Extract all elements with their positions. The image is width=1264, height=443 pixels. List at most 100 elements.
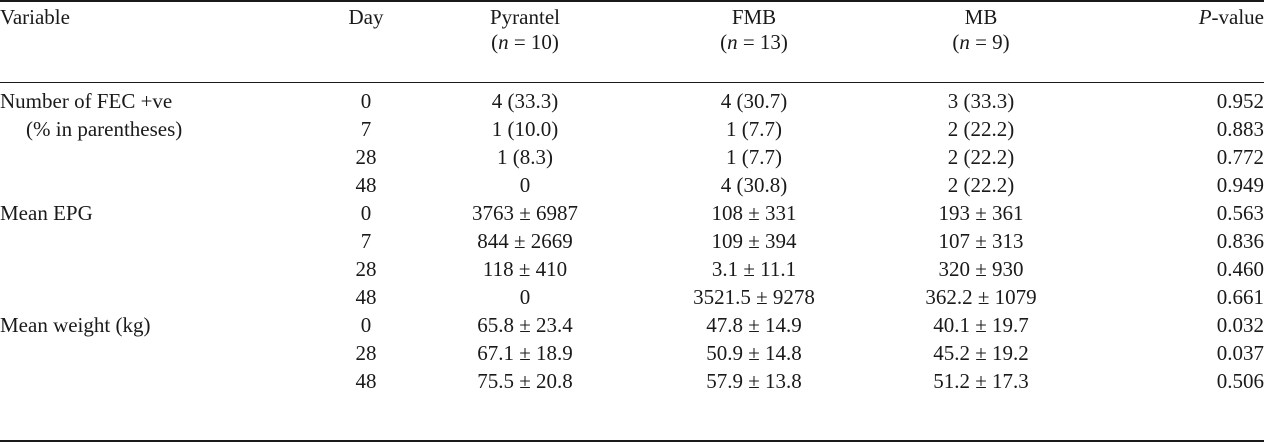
top-rule: [0, 0, 1264, 2]
cell-pyrantel-value: 0: [519, 285, 531, 309]
cell-mb-value: 2 (22.2): [947, 145, 1015, 169]
cell-mb: 51.2 ± 17.3: [868, 369, 1094, 397]
table-row: 7 844 ± 2669 109 ± 394 107 ± 313 0.836: [0, 229, 1264, 257]
day-value: 7: [360, 229, 372, 253]
day-value: 28: [355, 145, 377, 169]
day-value: 28: [355, 341, 377, 365]
cell-fmb-value: 108 ± 331: [711, 201, 797, 225]
cell-pvalue-value: 0.460: [1216, 257, 1264, 281]
cell-mb-value: 3 (33.3): [947, 89, 1015, 113]
cell-fmb: 4 (30.7): [640, 82, 868, 117]
cell-pyrantel: 1 (8.3): [410, 145, 640, 173]
cell-pyrantel: 4 (33.3): [410, 82, 640, 117]
cell-pvalue: 0.032: [1094, 313, 1264, 341]
cell-day: 48: [300, 285, 410, 313]
header-variable-label: Variable: [0, 5, 70, 29]
table-row: 28 1 (8.3) 1 (7.7) 2 (22.2) 0.772: [0, 145, 1264, 173]
cell-day: 0: [300, 82, 410, 117]
cell-variable: Mean weight (kg): [0, 313, 300, 341]
cell-pvalue: 0.506: [1094, 369, 1264, 397]
cell-day: 0: [300, 313, 410, 341]
header-fmb-name: FMB: [731, 5, 777, 29]
cell-mb: 40.1 ± 19.7: [868, 313, 1094, 341]
day-value: 48: [355, 369, 377, 393]
cell-pyrantel-value: 0: [519, 173, 531, 197]
day-value: 28: [355, 257, 377, 281]
header-pyrantel-n: (n = 10): [491, 30, 559, 54]
cell-pyrantel: 0: [410, 285, 640, 313]
cell-pyrantel-value: 118 ± 410: [482, 257, 568, 281]
cell-day: 0: [300, 201, 410, 229]
cell-pyrantel: 1 (10.0): [410, 117, 640, 145]
variable-label: Mean EPG: [0, 201, 93, 225]
cell-pvalue: 0.883: [1094, 117, 1264, 145]
day-value: 7: [360, 117, 372, 141]
cell-fmb: 47.8 ± 14.9: [640, 313, 868, 341]
cell-fmb: 4 (30.8): [640, 173, 868, 201]
cell-mb-value: 45.2 ± 19.2: [933, 341, 1029, 365]
cell-mb-value: 193 ± 361: [938, 201, 1024, 225]
variable-label: Number of FEC +ve: [0, 89, 173, 113]
cell-mb: 2 (22.2): [868, 173, 1094, 201]
cell-fmb-value: 1 (7.7): [726, 145, 782, 169]
cell-day: 48: [300, 369, 410, 397]
cell-variable: [0, 341, 300, 369]
header-variable: Variable: [0, 0, 300, 82]
cell-fmb-value: 57.9 ± 13.8: [706, 369, 802, 393]
cell-pvalue-value: 0.661: [1216, 285, 1264, 309]
cell-pvalue-value: 0.883: [1216, 117, 1264, 141]
cell-mb-value: 107 ± 313: [938, 229, 1024, 253]
cell-pvalue: 0.037: [1094, 341, 1264, 369]
cell-pyrantel-value: 1 (8.3): [497, 145, 553, 169]
day-value: 0: [360, 201, 372, 225]
cell-pvalue-value: 0.506: [1216, 369, 1264, 393]
cell-variable: [0, 173, 300, 201]
cell-fmb-value: 4 (30.7): [720, 89, 788, 113]
cell-fmb-value: 109 ± 394: [711, 229, 797, 253]
cell-day: 28: [300, 341, 410, 369]
cell-fmb: 3.1 ± 11.1: [640, 257, 868, 285]
cell-mb-value: 320 ± 930: [938, 257, 1024, 281]
cell-pvalue: 0.661: [1094, 285, 1264, 313]
cell-mb: 193 ± 361: [868, 201, 1094, 229]
day-value: 0: [360, 313, 372, 337]
cell-pyrantel-value: 65.8 ± 23.4: [477, 313, 573, 337]
cell-pvalue: 0.952: [1094, 82, 1264, 117]
day-value: 48: [355, 173, 377, 197]
cell-day: 7: [300, 117, 410, 145]
cell-fmb: 50.9 ± 14.8: [640, 341, 868, 369]
cell-pvalue: 0.460: [1094, 257, 1264, 285]
header-pvalue: P-value: [1094, 0, 1264, 82]
cell-pyrantel-value: 3763 ± 6987: [471, 201, 579, 225]
bottom-rule: [0, 440, 1264, 442]
cell-fmb-value: 1 (7.7): [726, 117, 782, 141]
cell-mb: 320 ± 930: [868, 257, 1094, 285]
header-mb-name: MB: [964, 5, 998, 29]
table-row: Number of FEC +ve 0 4 (33.3) 4 (30.7) 3 (33.…: [0, 82, 1264, 117]
header-mb-n: (n = 9): [952, 30, 1010, 54]
cell-mb-value: 362.2 ± 1079: [925, 285, 1037, 309]
cell-pyrantel-value: 844 ± 2669: [477, 229, 573, 253]
cell-fmb-value: 3521.5 ± 9278: [693, 285, 815, 309]
table-row: 28 67.1 ± 18.9 50.9 ± 14.8 45.2 ± 19.2 0.037: [0, 341, 1264, 369]
cell-variable: (% in parentheses): [0, 117, 300, 145]
cell-day: 7: [300, 229, 410, 257]
cell-mb-value: 2 (22.2): [947, 173, 1015, 197]
cell-pyrantel: 0: [410, 173, 640, 201]
cell-variable: [0, 229, 300, 257]
table-row: (% in parentheses) 7 1 (10.0) 1 (7.7) 2 (22.…: [0, 117, 1264, 145]
cell-pyrantel-value: 67.1 ± 18.9: [477, 341, 573, 365]
cell-fmb: 108 ± 331: [640, 201, 868, 229]
cell-mb: 2 (22.2): [868, 145, 1094, 173]
cell-pyrantel: 67.1 ± 18.9: [410, 341, 640, 369]
day-value: 48: [355, 285, 377, 309]
table-row: Mean weight (kg) 0 65.8 ± 23.4 47.8 ± 14.9 4…: [0, 313, 1264, 341]
cell-variable: [0, 145, 300, 173]
header-fmb-n: (n = 13): [720, 30, 788, 54]
cell-mb-value: 51.2 ± 17.3: [933, 369, 1029, 393]
cell-pvalue: 0.563: [1094, 201, 1264, 229]
cell-mb: 362.2 ± 1079: [868, 285, 1094, 313]
variable-label: (% in parentheses): [26, 117, 183, 141]
results-table: Variable Day Pyrantel (n = 10) FMB (n = …: [0, 0, 1264, 397]
